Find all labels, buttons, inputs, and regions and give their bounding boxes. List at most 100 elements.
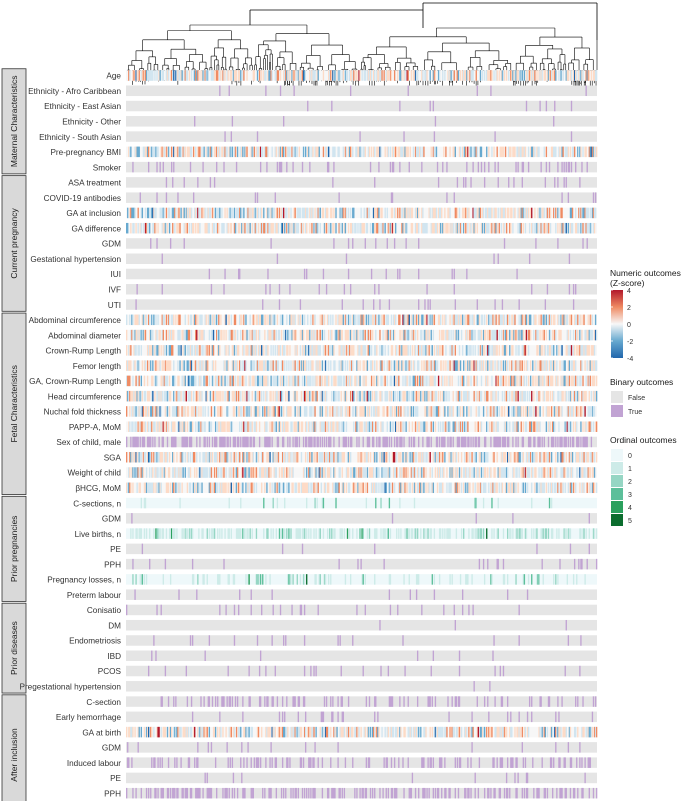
heatmap-cell (154, 436, 156, 448)
heatmap-cell (197, 222, 199, 234)
heatmap-cell (467, 329, 469, 341)
heatmap-cell (337, 329, 339, 341)
heatmap-cell (233, 222, 236, 234)
heatmap-cell (409, 146, 411, 158)
heatmap-cell (415, 146, 418, 158)
heatmap-cell (333, 345, 335, 356)
heatmap-cell (355, 375, 357, 387)
row-label: Crown-Rump Length (45, 347, 121, 356)
heatmap-cell (438, 207, 441, 219)
heatmap-cell (565, 70, 567, 81)
heatmap-cell (139, 390, 141, 402)
heatmap-cell (591, 329, 594, 341)
heatmap-cell (449, 421, 451, 432)
heatmap-cell (194, 116, 196, 127)
heatmap-cell (458, 406, 461, 417)
heatmap-cell (404, 146, 406, 158)
heatmap-cell (243, 329, 245, 341)
heatmap-cell (559, 222, 561, 234)
heatmap-cell (185, 390, 188, 402)
heatmap-cell (366, 345, 369, 356)
heatmap-cell (541, 70, 543, 81)
heatmap-cell (340, 390, 342, 402)
row-label: GA, Crown-Rump Length (29, 377, 121, 386)
heatmap-cell (446, 222, 448, 234)
heatmap-cell (285, 329, 287, 341)
heatmap-cell (461, 146, 464, 158)
heatmap-cell (186, 406, 189, 417)
heatmap-cell (151, 146, 153, 158)
heatmap-cell (455, 421, 458, 432)
heatmap-cell (128, 360, 130, 371)
heatmap-cell (312, 345, 314, 356)
heatmap-cell (430, 436, 432, 448)
heatmap-cell (406, 146, 408, 158)
heatmap-cell (146, 406, 149, 417)
heatmap-cell (539, 436, 541, 448)
heatmap-cell (220, 390, 222, 402)
heatmap-cell (176, 70, 178, 81)
heatmap-cell (177, 192, 179, 203)
heatmap-cell (586, 70, 588, 81)
heatmap-cell (161, 329, 163, 341)
heatmap-cell (459, 314, 462, 326)
heatmap-cell (517, 161, 519, 173)
heatmap-cell (325, 284, 328, 295)
heatmap-cell (265, 284, 267, 295)
heatmap-cell (505, 390, 508, 402)
heatmap-cell (359, 146, 361, 158)
heatmap-cell (144, 329, 147, 341)
heatmap-cell (171, 314, 173, 326)
heatmap-cell (450, 436, 452, 448)
heatmap-cell (199, 345, 201, 356)
heatmap-cell (366, 360, 369, 371)
heatmap-cell (452, 222, 454, 234)
heatmap-cell (138, 375, 140, 387)
heatmap-cell (377, 146, 379, 158)
heatmap-cell (367, 146, 370, 158)
heatmap-cell (314, 146, 316, 158)
heatmap-cell (569, 421, 572, 432)
heatmap-cell (332, 314, 334, 326)
heatmap-cell (198, 207, 200, 219)
heatmap-cell (499, 360, 502, 371)
heatmap-cell (298, 314, 301, 326)
heatmap-cell (385, 390, 387, 402)
heatmap-cell (316, 329, 318, 341)
heatmap-cell (141, 314, 144, 326)
heatmap-cell (329, 436, 331, 448)
heatmap-cell (217, 421, 219, 432)
heatmap-cell (570, 390, 573, 402)
heatmap-cell (186, 329, 189, 341)
heatmap-cell (523, 390, 526, 402)
heatmap-cell (231, 116, 234, 127)
row-label: Sex of child, male (56, 438, 121, 447)
heatmap-cell (368, 421, 371, 432)
heatmap-cell (366, 390, 369, 402)
heatmap-cell (353, 390, 355, 402)
heatmap-cell (468, 146, 470, 158)
heatmap-cell (541, 360, 543, 371)
heatmap-cell (156, 192, 158, 203)
heatmap-cell (519, 207, 521, 219)
heatmap-cell (486, 390, 488, 402)
heatmap-cell (487, 222, 489, 234)
heatmap-cell (309, 70, 311, 81)
heatmap-cell (143, 70, 146, 81)
heatmap-cell (554, 100, 556, 112)
heatmap-cell (585, 436, 587, 448)
heatmap-cell (468, 390, 470, 402)
heatmap-cell (400, 329, 402, 341)
heatmap-cell (351, 345, 353, 356)
heatmap-cell (490, 222, 492, 234)
heatmap-cell (194, 360, 196, 371)
heatmap-cell (587, 314, 589, 326)
heatmap-cell (508, 207, 510, 219)
heatmap-cell (547, 421, 550, 432)
heatmap-cell (161, 207, 163, 219)
heatmap-cell (560, 390, 562, 402)
heatmap-cell (480, 329, 483, 341)
heatmap-cell (426, 222, 428, 234)
heatmap-cell (511, 207, 513, 219)
heatmap-cell (589, 421, 592, 432)
